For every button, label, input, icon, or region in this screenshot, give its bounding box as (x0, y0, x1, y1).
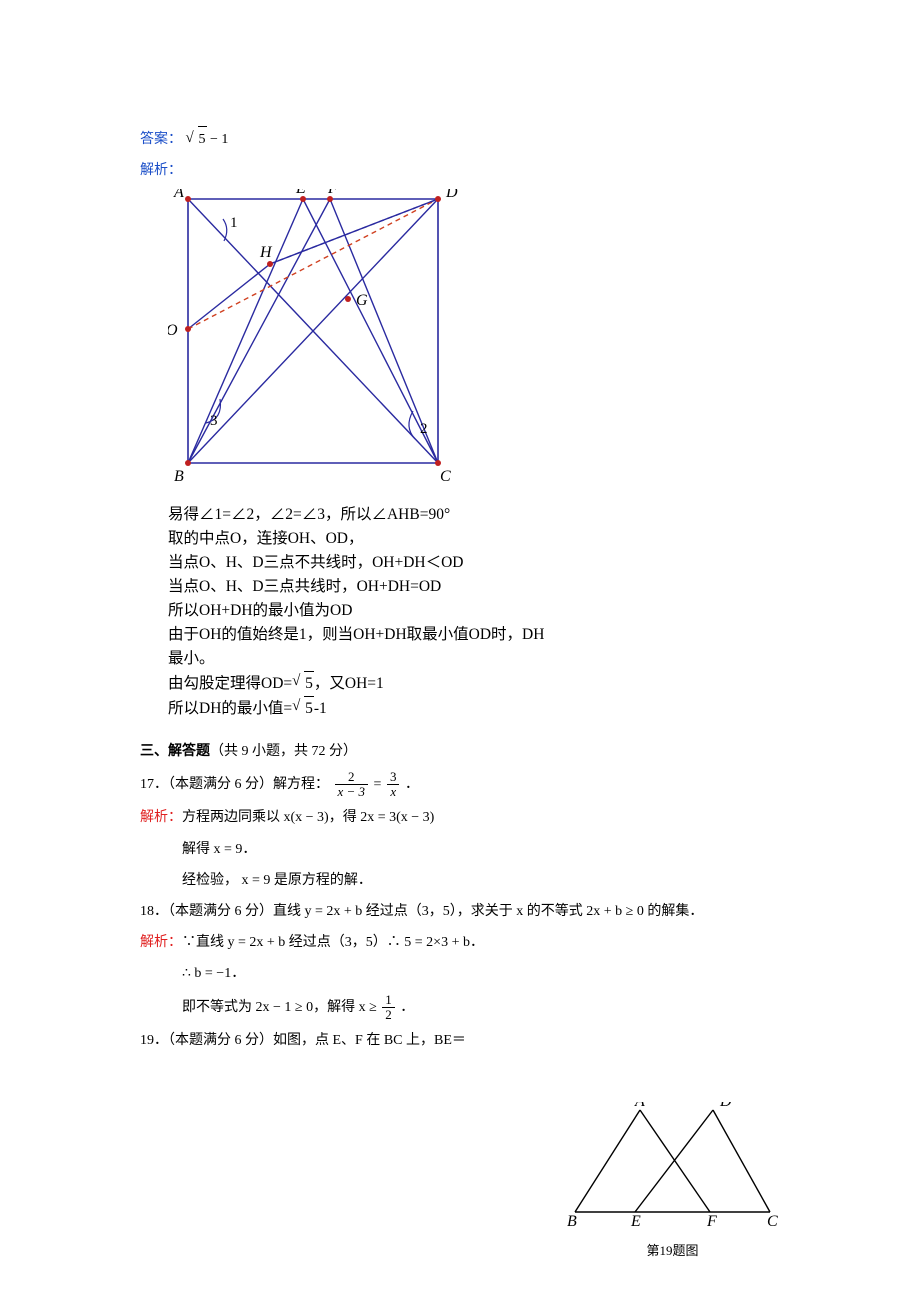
exp-l8: 所以DH的最小值=5-1 (168, 696, 548, 721)
svg-text:A: A (173, 189, 184, 201)
figure-16: AE FD OH GB C 12 3 易得∠1=∠2，∠2=∠3，所以∠AHB=… (168, 189, 498, 720)
exp-l6: 由于OH的值始终是1，则当OH+DH取最小值OD时，DH最小。 (168, 623, 548, 671)
triangles-diagram: A D B E F C (565, 1102, 780, 1227)
q19-text: 19．（本题满分 6 分）如图，点 E、F 在 BC 上，BE＝ (140, 1028, 560, 1053)
svg-text:B: B (174, 468, 184, 485)
svg-text:G: G (356, 292, 368, 309)
svg-text:C: C (440, 468, 451, 485)
answer-value: 5 − 1 (186, 132, 229, 147)
exp-l3: 当点O、H、D三点不共线时，OH+DH＜OD (168, 551, 548, 575)
svg-text:F: F (706, 1213, 717, 1227)
svg-text:D: D (445, 189, 458, 201)
svg-text:E: E (630, 1213, 641, 1227)
exp-l7: 由勾股定理得OD=5，又OH=1 (168, 671, 548, 696)
answer-label: 答案： (140, 132, 182, 147)
svg-text:E: E (295, 189, 306, 197)
section3-title: 三、解答题 (140, 744, 210, 759)
q18-sol-l1: 解析：∵直线 y = 2x + b 经过点（3，5）∴ 5 = 2×3 + b． (140, 930, 790, 955)
page: 答案： 5 − 1 解析： A E F D O H G (0, 0, 920, 1302)
q17-text: 17．（本题满分 6 分）解方程： 2x − 3 = 3x ． (140, 770, 790, 800)
svg-text:H: H (259, 244, 273, 261)
svg-text:2: 2 (420, 421, 428, 437)
section3-note: （共 9 小题，共 72 分） (210, 744, 357, 759)
answer-line: 答案： 5 − 1 (140, 126, 790, 152)
q17-sol-l3: 经检验， x = 9 是原方程的解． (140, 868, 790, 893)
analysis-label: 解析： (140, 158, 790, 183)
q18-text: 18．（本题满分 6 分）直线 y = 2x + b 经过点（3，5），求关于 … (140, 899, 790, 924)
exp-l1: 易得∠1=∠2，∠2=∠3，所以∠AHB=90° (168, 503, 548, 527)
section-3-heading: 三、解答题（共 9 小题，共 72 分） (140, 739, 790, 764)
q17-sol-l2: 解得 x = 9． (140, 837, 790, 862)
exp-l2: 取的中点O，连接OH、OD， (168, 527, 548, 551)
svg-text:D: D (719, 1102, 732, 1110)
figure-19: A D B E F C 第19题图 (565, 1102, 780, 1262)
svg-text:B: B (567, 1213, 577, 1227)
figure-19-caption: 第19题图 (565, 1239, 780, 1262)
svg-text:A: A (634, 1102, 645, 1110)
q17-prefix: 17．（本题满分 6 分）解方程： (140, 777, 329, 792)
q18-sol-l2: ∴ b = −1． (140, 961, 790, 986)
exp-l5: 所以OH+DH的最小值为OD (168, 599, 548, 623)
q17-sol-label: 解析： (140, 810, 182, 825)
explanation-block: 易得∠1=∠2，∠2=∠3，所以∠AHB=90° 取的中点O，连接OH、OD， … (168, 503, 548, 721)
svg-text:F: F (327, 189, 338, 197)
svg-text:O: O (168, 322, 178, 339)
q18-sol-label: 解析： (140, 935, 182, 950)
q17-sol-l1: 解析：方程两边同乘以 x(x − 3)，得 2x = 3(x − 3) (140, 805, 790, 830)
svg-text:1: 1 (230, 215, 238, 231)
exp-l4: 当点O、H、D三点共线时，OH+DH=OD (168, 575, 548, 599)
q18-sol-l3: 即不等式为 2x − 1 ≥ 0，解得 x ≥ 12 ． (140, 993, 790, 1023)
svg-text:C: C (767, 1213, 778, 1227)
square-diagram: A E F D O H G B C 1 2 3 (168, 189, 468, 489)
svg-text:3: 3 (210, 413, 218, 429)
